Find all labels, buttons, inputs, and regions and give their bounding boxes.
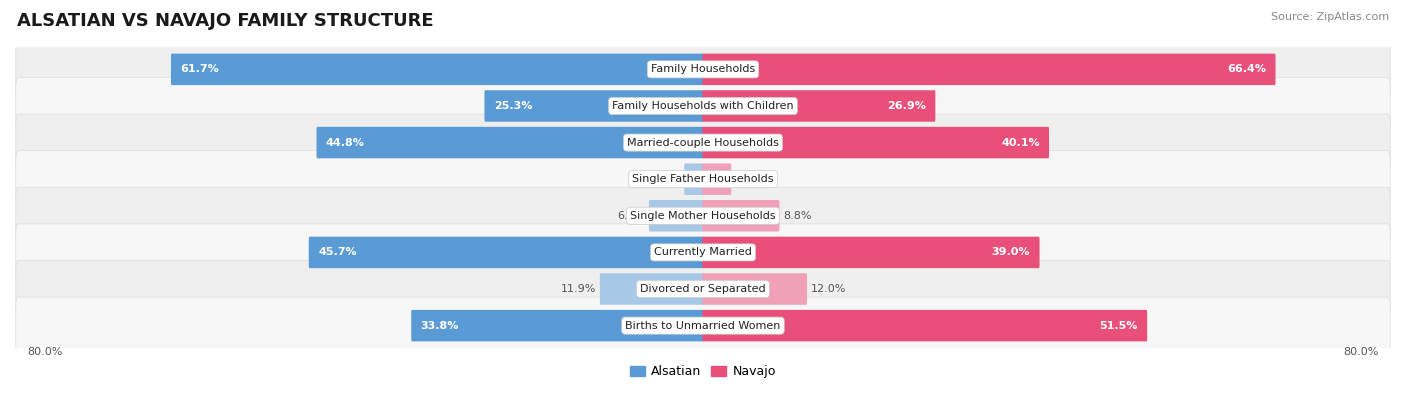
FancyBboxPatch shape (316, 127, 703, 158)
FancyBboxPatch shape (15, 150, 1391, 208)
Text: 8.8%: 8.8% (783, 211, 811, 221)
Text: 61.7%: 61.7% (180, 64, 219, 74)
FancyBboxPatch shape (685, 164, 703, 195)
Text: Currently Married: Currently Married (654, 247, 752, 258)
FancyBboxPatch shape (703, 54, 1275, 85)
Text: 45.7%: 45.7% (318, 247, 357, 258)
Text: 26.9%: 26.9% (887, 101, 927, 111)
Text: 40.1%: 40.1% (1001, 137, 1039, 148)
FancyBboxPatch shape (703, 127, 1049, 158)
Text: 39.0%: 39.0% (991, 247, 1031, 258)
FancyBboxPatch shape (15, 114, 1391, 171)
FancyBboxPatch shape (15, 187, 1391, 245)
Text: 51.5%: 51.5% (1099, 321, 1137, 331)
Text: Married-couple Households: Married-couple Households (627, 137, 779, 148)
Text: 44.8%: 44.8% (326, 137, 364, 148)
FancyBboxPatch shape (703, 90, 935, 122)
Legend: Alsatian, Navajo: Alsatian, Navajo (624, 360, 782, 384)
FancyBboxPatch shape (172, 54, 703, 85)
Text: 12.0%: 12.0% (811, 284, 846, 294)
FancyBboxPatch shape (703, 273, 807, 305)
FancyBboxPatch shape (15, 224, 1391, 281)
Text: 2.1%: 2.1% (652, 174, 681, 184)
FancyBboxPatch shape (650, 200, 703, 231)
FancyBboxPatch shape (15, 260, 1391, 318)
Text: 6.2%: 6.2% (617, 211, 645, 221)
Text: 25.3%: 25.3% (494, 101, 531, 111)
FancyBboxPatch shape (15, 77, 1391, 135)
Text: 11.9%: 11.9% (561, 284, 596, 294)
FancyBboxPatch shape (703, 237, 1039, 268)
FancyBboxPatch shape (485, 90, 703, 122)
Text: 80.0%: 80.0% (1344, 347, 1379, 357)
Text: ALSATIAN VS NAVAJO FAMILY STRUCTURE: ALSATIAN VS NAVAJO FAMILY STRUCTURE (17, 12, 433, 30)
FancyBboxPatch shape (703, 164, 731, 195)
Text: Family Households: Family Households (651, 64, 755, 74)
FancyBboxPatch shape (703, 310, 1147, 341)
FancyBboxPatch shape (15, 41, 1391, 98)
FancyBboxPatch shape (703, 200, 779, 231)
Text: 80.0%: 80.0% (27, 347, 62, 357)
FancyBboxPatch shape (600, 273, 703, 305)
Text: Divorced or Separated: Divorced or Separated (640, 284, 766, 294)
Text: 3.2%: 3.2% (735, 174, 763, 184)
Text: 66.4%: 66.4% (1227, 64, 1267, 74)
FancyBboxPatch shape (411, 310, 703, 341)
Text: Single Father Households: Single Father Households (633, 174, 773, 184)
FancyBboxPatch shape (309, 237, 703, 268)
Text: Births to Unmarried Women: Births to Unmarried Women (626, 321, 780, 331)
Text: Family Households with Children: Family Households with Children (612, 101, 794, 111)
FancyBboxPatch shape (15, 297, 1391, 354)
Text: Source: ZipAtlas.com: Source: ZipAtlas.com (1271, 12, 1389, 22)
Text: 33.8%: 33.8% (420, 321, 458, 331)
Text: Single Mother Households: Single Mother Households (630, 211, 776, 221)
